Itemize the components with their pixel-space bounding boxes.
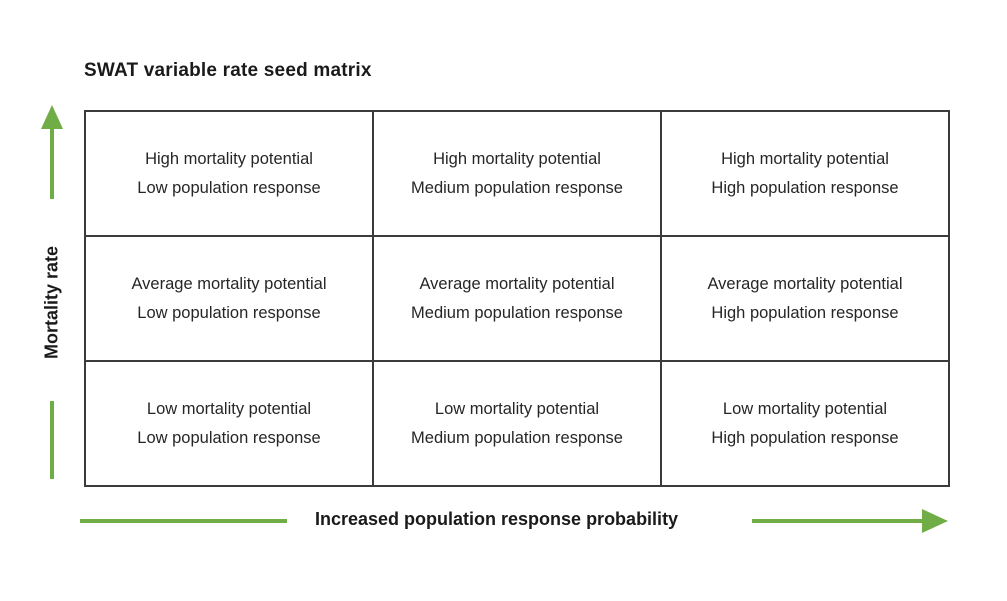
matrix-cell-low-medium: Low mortality potential Medium populatio… xyxy=(374,362,660,485)
cell-line2: High population response xyxy=(711,178,899,197)
cell-line2: Low population response xyxy=(137,178,321,197)
up-arrow-icon xyxy=(41,105,63,129)
cell-line1: High mortality potential xyxy=(145,149,313,168)
y-axis-label: Mortality rate xyxy=(41,245,62,359)
cell-line1: High mortality potential xyxy=(721,149,889,168)
cell-line1: Average mortality potential xyxy=(707,274,903,293)
matrix-cell-high-high: High mortality potential High population… xyxy=(662,112,948,235)
x-axis-line-left xyxy=(80,519,287,523)
cell-line2: High population response xyxy=(711,428,899,447)
cell-line2: Medium population response xyxy=(411,303,623,322)
cell-line2: Medium population response xyxy=(411,178,623,197)
x-axis-label: Increased population response probabilit… xyxy=(315,509,679,529)
y-axis-line-lower xyxy=(50,401,54,479)
y-axis-line-upper xyxy=(50,127,54,199)
cell-line1: Low mortality potential xyxy=(434,399,600,418)
matrix-cell-average-high: Average mortality potential High populat… xyxy=(662,237,948,360)
cell-line1: Average mortality potential xyxy=(131,274,327,293)
matrix-cell-high-low: High mortality potential Low population … xyxy=(86,112,372,235)
cell-line1: Average mortality potential xyxy=(419,274,615,293)
x-axis-line-right xyxy=(752,519,924,523)
cell-line2: Low population response xyxy=(137,303,321,322)
cell-line1: High mortality potential xyxy=(433,149,601,168)
cell-line2: Low population response xyxy=(137,428,321,447)
cell-line1: Low mortality potential xyxy=(722,399,888,418)
matrix-cell-average-low: Average mortality potential Low populati… xyxy=(86,237,372,360)
cell-line2: High population response xyxy=(711,303,899,322)
cell-line1: Low mortality potential xyxy=(146,399,312,418)
matrix-cell-low-high: Low mortality potential High population … xyxy=(662,362,948,485)
matrix-cell-low-low: Low mortality potential Low population r… xyxy=(86,362,372,485)
cell-line2: Medium population response xyxy=(411,428,623,447)
matrix-cell-average-medium: Average mortality potential Medium popul… xyxy=(374,237,660,360)
matrix-grid: High mortality potential Low population … xyxy=(84,110,950,487)
diagram-title: SWAT variable rate seed matrix xyxy=(84,60,372,81)
matrix-cell-high-medium: High mortality potential Medium populati… xyxy=(374,112,660,235)
right-arrow-icon xyxy=(922,509,948,533)
